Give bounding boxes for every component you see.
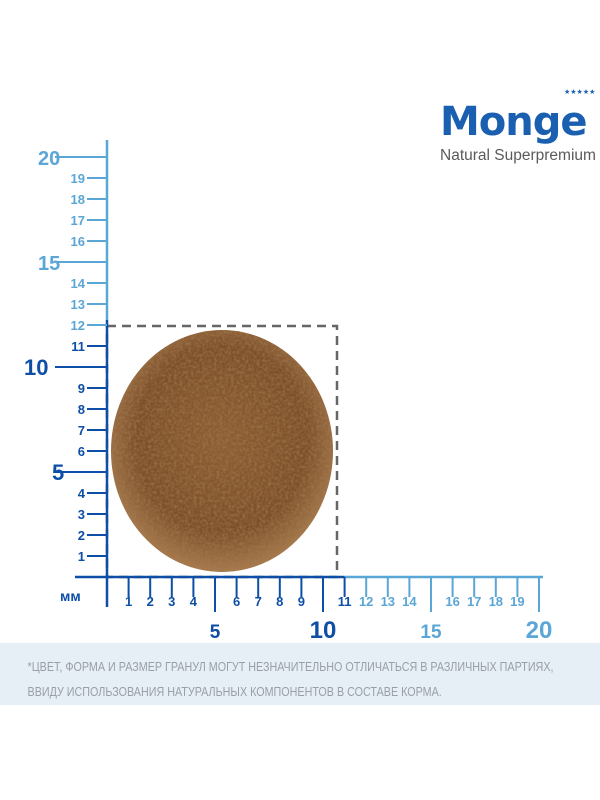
- horizontal-tick-label: 13: [381, 594, 395, 609]
- horizontal-tick-label: 19: [510, 594, 524, 609]
- kibble-image: [111, 330, 333, 572]
- horizontal-tick-label: 2: [147, 594, 154, 609]
- horizontal-tick-label: 3: [168, 594, 175, 609]
- disclaimer-note: *ЦВЕТ, ФОРМА И РАЗМЕР ГРАНУЛ МОГУТ НЕЗНА…: [0, 643, 600, 705]
- vertical-tick-label: 3: [78, 507, 85, 522]
- horizontal-tick-label: 14: [402, 594, 417, 609]
- horizontal-tick-label: 20: [526, 617, 553, 640]
- horizontal-tick-label: 16: [445, 594, 459, 609]
- horizontal-tick-label: 15: [420, 622, 442, 640]
- horizontal-tick-label: 7: [255, 594, 262, 609]
- vertical-tick-label: 16: [71, 234, 85, 249]
- disclaimer-line-1: *ЦВЕТ, ФОРМА И РАЗМЕР ГРАНУЛ МОГУТ НЕЗНА…: [27, 660, 554, 674]
- vertical-tick-label: 8: [78, 402, 85, 417]
- vertical-tick-label: 4: [78, 486, 86, 501]
- vertical-tick-label: 20: [38, 148, 60, 170]
- vertical-tick-label: 5: [52, 460, 64, 485]
- horizontal-tick-label: 12: [359, 594, 373, 609]
- horizontal-tick-label: 11: [338, 594, 352, 609]
- logo-brand: Monge: [440, 99, 588, 145]
- vertical-tick-label: 14: [71, 276, 86, 291]
- horizontal-tick-label: 8: [276, 594, 283, 609]
- vertical-tick-label: 9: [78, 381, 85, 396]
- vertical-tick-label: 7: [78, 423, 85, 438]
- horizontal-tick-label: 10: [310, 617, 337, 640]
- disclaimer-line-2: ВВИДУ ИСПОЛЬЗОВАНИЯ НАТУРАЛЬНЫХ КОМПОНЕН…: [27, 685, 442, 699]
- unit-label: мм: [60, 588, 81, 604]
- vertical-tick-label: 13: [71, 297, 85, 312]
- vertical-tick-label: 12: [71, 318, 85, 333]
- vertical-tick-label: 10: [24, 355, 48, 380]
- horizontal-tick-label: 1: [125, 594, 132, 609]
- horizontal-tick-label: 5: [210, 622, 221, 640]
- vertical-tick-label: 18: [71, 192, 85, 207]
- crown-stars-icon: ★★★★★: [564, 89, 596, 96]
- horizontal-tick-label: 9: [298, 594, 305, 609]
- monge-logo: ★★★★★ Monge Natural Superpremium: [440, 88, 596, 165]
- vertical-tick-label: 19: [71, 171, 85, 186]
- horizontal-tick-label: 18: [489, 594, 503, 609]
- vertical-tick-label: 17: [71, 213, 85, 228]
- vertical-tick-label: 1: [78, 549, 85, 564]
- vertical-tick-label: 6: [78, 444, 85, 459]
- horizontal-tick-label: 17: [467, 594, 481, 609]
- horizontal-tick-label: 4: [190, 594, 198, 609]
- vertical-tick-label: 15: [38, 253, 60, 275]
- horizontal-tick-label: 6: [233, 594, 240, 609]
- logo-tagline: Natural Superpremium: [440, 147, 596, 164]
- vertical-tick-label: 11: [71, 339, 85, 354]
- vertical-tick-label: 2: [78, 528, 85, 543]
